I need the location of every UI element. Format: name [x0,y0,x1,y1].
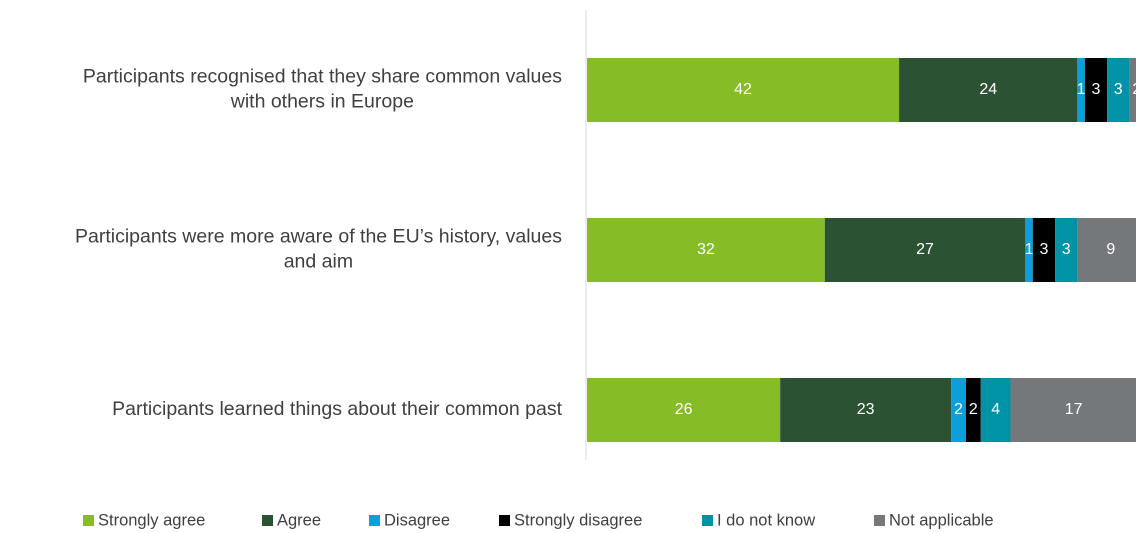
data-label: 42 [734,81,752,98]
data-label: 3 [1039,241,1048,258]
bar-segment [1055,218,1078,282]
category-label: Participants were more aware of the EU’s… [75,226,562,248]
data-label: 32 [697,241,715,258]
bar-segment [1084,58,1108,122]
bar-segment [1077,218,1136,282]
bar-segment [780,378,952,442]
bar-segment [965,378,981,442]
data-label: 2 [954,401,963,418]
bar-segment [1107,58,1130,122]
data-label: 23 [857,401,875,418]
bar-segment [1010,378,1136,442]
legend-swatch [874,515,885,526]
data-label: 26 [675,401,693,418]
category-labels: Participants recognised that they share … [75,66,563,421]
legend: Strongly agree Agree Disagree Strongly disa… [83,511,994,529]
data-label: 2 [969,401,978,418]
legend-swatch [83,515,94,526]
legend-label: I do not know [717,511,815,529]
bar-segment [587,218,825,282]
legend-label: Agree [277,511,321,529]
data-label: 4 [991,401,1000,418]
data-label: 24 [979,81,997,98]
bar-segment [1077,58,1085,122]
data-label: 3 [1114,81,1123,98]
category-label: and aim [284,251,353,273]
bar-segment [587,378,781,442]
bar-segment [980,378,1011,442]
data-label: 1 [1077,81,1086,98]
data-label: 27 [916,241,934,258]
bar-segment [1025,218,1033,282]
legend-label: Strongly disagree [514,511,642,529]
bar-segment [1129,58,1136,122]
bar-segment [587,58,900,122]
legend-swatch [702,515,713,526]
legend-label: Not applicable [889,511,994,529]
legend-label: Disagree [384,511,450,529]
bar-segment [824,218,1026,282]
data-label: 9 [1106,241,1115,258]
bar-segment [1032,218,1056,282]
data-label: 17 [1065,401,1083,418]
legend-swatch [369,515,380,526]
bar-segment [951,378,966,442]
bar-segment [899,58,1078,122]
category-label: Participants recognised that they share … [83,66,562,88]
data-label: 2 [1132,81,1136,98]
data-label: 3 [1062,241,1071,258]
data-label: 1 [1025,241,1034,258]
bars: 4224133232271339262322417 [587,58,1136,442]
legend-label: Strongly agree [98,511,205,529]
category-label: Participants learned things about their … [112,398,562,420]
category-label: with others in Europe [230,91,414,113]
legend-swatch [499,515,510,526]
data-label: 3 [1092,81,1101,98]
legend-swatch [262,515,273,526]
